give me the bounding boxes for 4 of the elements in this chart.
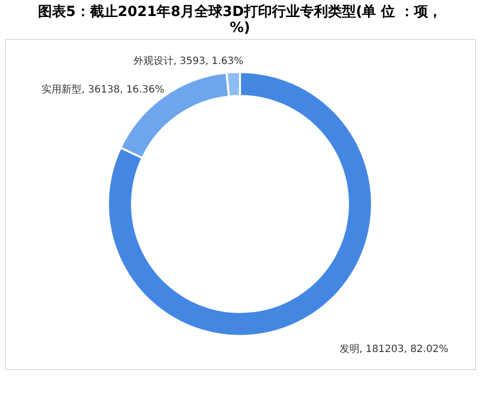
slice-label: 实用新型, 36138, 16.36% <box>42 84 164 96</box>
slice-label: 外观设计, 3593, 1.63% <box>133 55 244 68</box>
slice-label: 发明, 181203, 82.02% <box>339 344 448 355</box>
chart-title: 图表5：截止2021年8月全球3D打印行业专利类型(单 位 ：项，%) <box>38 3 442 36</box>
